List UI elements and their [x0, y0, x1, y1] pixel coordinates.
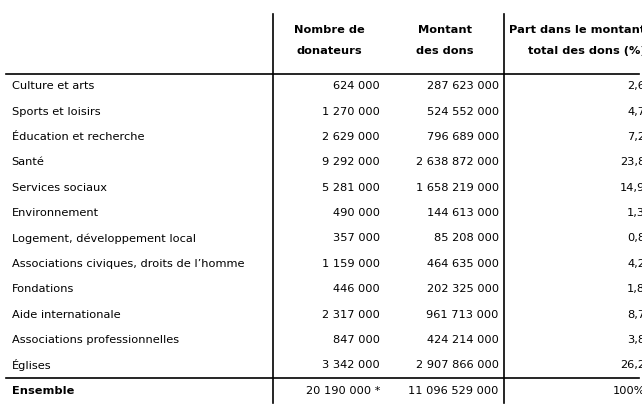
Text: Sports et loisirs: Sports et loisirs	[12, 107, 100, 117]
Text: Fondations: Fondations	[12, 284, 74, 294]
Text: 961 713 000: 961 713 000	[426, 310, 499, 319]
Text: 0,8: 0,8	[627, 234, 642, 243]
Text: 424 214 000: 424 214 000	[427, 335, 499, 345]
Text: 5 281 000: 5 281 000	[322, 183, 380, 193]
Text: 4,7: 4,7	[627, 107, 642, 117]
Text: 7,2: 7,2	[627, 132, 642, 142]
Text: 85 208 000: 85 208 000	[434, 234, 499, 243]
Text: 3,8: 3,8	[627, 335, 642, 345]
Text: 2 907 866 000: 2 907 866 000	[416, 360, 499, 370]
Text: 357 000: 357 000	[333, 234, 380, 243]
Text: 1 658 219 000: 1 658 219 000	[416, 183, 499, 193]
Text: 4,2: 4,2	[627, 259, 642, 269]
Text: Églises: Églises	[12, 359, 51, 371]
Text: 11 096 529 000: 11 096 529 000	[408, 386, 499, 396]
Text: 100%: 100%	[612, 386, 642, 396]
Text: Logement, développement local: Logement, développement local	[12, 233, 196, 244]
Text: 1,8: 1,8	[627, 284, 642, 294]
Text: 490 000: 490 000	[333, 208, 380, 218]
Text: Montant: Montant	[417, 25, 472, 34]
Text: 1,3: 1,3	[627, 208, 642, 218]
Text: 524 552 000: 524 552 000	[427, 107, 499, 117]
Text: 14,9: 14,9	[620, 183, 642, 193]
Text: Nombre de: Nombre de	[293, 25, 365, 34]
Text: 1 159 000: 1 159 000	[322, 259, 380, 269]
Text: 9 292 000: 9 292 000	[322, 157, 380, 167]
Text: 2 317 000: 2 317 000	[322, 310, 380, 319]
Text: 144 613 000: 144 613 000	[427, 208, 499, 218]
Text: 624 000: 624 000	[333, 81, 380, 91]
Text: 202 325 000: 202 325 000	[427, 284, 499, 294]
Text: 26,2: 26,2	[620, 360, 642, 370]
Text: 464 635 000: 464 635 000	[427, 259, 499, 269]
Text: donateurs: donateurs	[296, 46, 362, 56]
Text: 23,8: 23,8	[620, 157, 642, 167]
Text: 3 342 000: 3 342 000	[322, 360, 380, 370]
Text: Ensemble: Ensemble	[12, 386, 74, 396]
Text: 446 000: 446 000	[333, 284, 380, 294]
Text: 2 638 872 000: 2 638 872 000	[416, 157, 499, 167]
Text: 287 623 000: 287 623 000	[427, 81, 499, 91]
Text: Culture et arts: Culture et arts	[12, 81, 94, 91]
Text: Éducation et recherche: Éducation et recherche	[12, 132, 144, 142]
Text: Part dans le montant: Part dans le montant	[509, 25, 642, 34]
Text: 1 270 000: 1 270 000	[322, 107, 380, 117]
Text: Aide internationale: Aide internationale	[12, 310, 120, 319]
Text: Associations civiques, droits de l’homme: Associations civiques, droits de l’homme	[12, 259, 244, 269]
Text: Santé: Santé	[12, 157, 44, 167]
Text: total des dons (%): total des dons (%)	[528, 46, 642, 56]
Text: Services sociaux: Services sociaux	[12, 183, 107, 193]
Text: Environnement: Environnement	[12, 208, 99, 218]
Text: 796 689 000: 796 689 000	[426, 132, 499, 142]
Text: 2,6: 2,6	[627, 81, 642, 91]
Text: des dons: des dons	[416, 46, 473, 56]
Text: 2 629 000: 2 629 000	[322, 132, 380, 142]
Text: 847 000: 847 000	[333, 335, 380, 345]
Text: 8,7: 8,7	[627, 310, 642, 319]
Text: Associations professionnelles: Associations professionnelles	[12, 335, 178, 345]
Text: 20 190 000 *: 20 190 000 *	[306, 386, 380, 396]
